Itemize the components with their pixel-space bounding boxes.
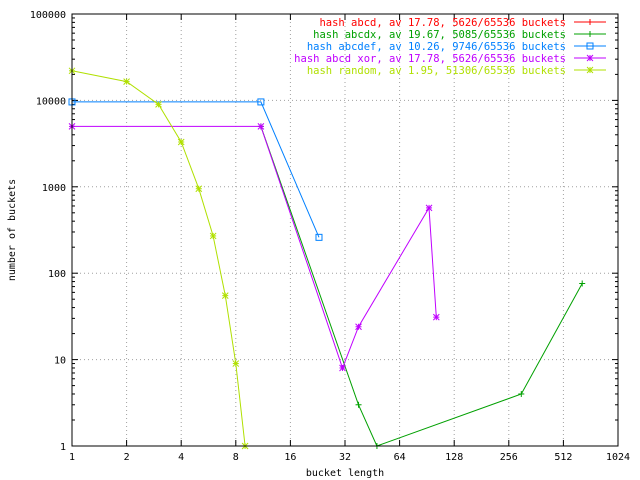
x-tick-label: 4: [178, 452, 184, 463]
x-tick-label: 512: [554, 452, 572, 463]
series-5-point: [195, 185, 203, 193]
y-tick-label: 10000: [36, 96, 66, 107]
legend-label: hash random, av 1.95, 51306/65536 bucket…: [307, 65, 566, 77]
grid: [72, 14, 618, 446]
series-2-point: [518, 390, 525, 397]
x-tick-label: 2: [124, 452, 130, 463]
x-tick-label: 64: [394, 452, 406, 463]
y-tick-label: 100: [48, 269, 66, 280]
y-tick-label: 10: [54, 356, 66, 367]
x-tick-label: 8: [233, 452, 239, 463]
x-axis-title: bucket length: [306, 468, 384, 479]
series-5-point: [155, 100, 162, 108]
legend-entry: hash abcdx, av 19.67, 5085/65536 buckets: [313, 29, 606, 41]
series-5-point: [123, 78, 130, 85]
series-2-point: [355, 401, 362, 408]
plot-border: [71, 13, 619, 447]
series-4-point: [432, 313, 440, 321]
legend-marker: [586, 42, 594, 50]
series-3-point: [315, 233, 323, 241]
y-tick-label: 1: [60, 442, 66, 453]
x-tick-label: 16: [284, 452, 296, 463]
legend-label: hash abcd, av 17.78, 5626/65536 buckets: [319, 17, 566, 29]
legend-entry: hash abcdef, av 10.26, 9746/65536 bucket…: [307, 41, 606, 53]
series-3-point: [257, 98, 265, 106]
x-tick-label: 256: [500, 452, 518, 463]
series-layer: [68, 67, 586, 450]
legend-label: hash abcdef, av 10.26, 9746/65536 bucket…: [307, 41, 566, 53]
x-tick-label: 1: [69, 452, 75, 463]
legend: hash abcd, av 17.78, 5626/65536 bucketsh…: [294, 17, 606, 77]
series-5-point: [177, 138, 185, 146]
series-4-line: [72, 125, 437, 370]
legend-entry: hash abcd, av 17.78, 5626/65536 buckets: [319, 17, 606, 29]
series-5-point: [232, 360, 240, 367]
tick-labels: 1 2 4 8 16 32 64 128 256 512 1024 1 10 100 1000 10000 10…: [30, 10, 630, 463]
legend-entry: hash random, av 1.95, 51306/65536 bucket…: [307, 65, 606, 77]
series-5-point: [209, 232, 217, 240]
series-4-point: [339, 364, 346, 372]
series-4-point: [257, 123, 265, 130]
legend-marker: [587, 31, 593, 37]
series-3-line: [72, 101, 320, 238]
legend-marker: [586, 54, 594, 62]
x-tick-label: 32: [339, 452, 351, 463]
legend-marker: [587, 19, 593, 25]
y-tick-label: 100000: [30, 10, 66, 21]
series-4-point: [425, 204, 433, 212]
legend-marker: [586, 66, 594, 74]
x-tick-label: 1024: [606, 452, 630, 463]
series-4-point: [355, 323, 362, 331]
legend-label: hash abcd xor, av 17.78, 5626/65536 buck…: [294, 53, 566, 65]
y-axis-title: number of buckets: [7, 179, 18, 281]
series-5-point: [221, 292, 229, 299]
series-2-point: [579, 280, 586, 287]
x-tick-label: 128: [445, 452, 463, 463]
legend-entry: hash abcd xor, av 17.78, 5626/65536 buck…: [294, 53, 606, 65]
legend-label: hash abcdx, av 19.67, 5085/65536 buckets: [313, 29, 566, 41]
y-tick-label: 1000: [42, 183, 66, 194]
